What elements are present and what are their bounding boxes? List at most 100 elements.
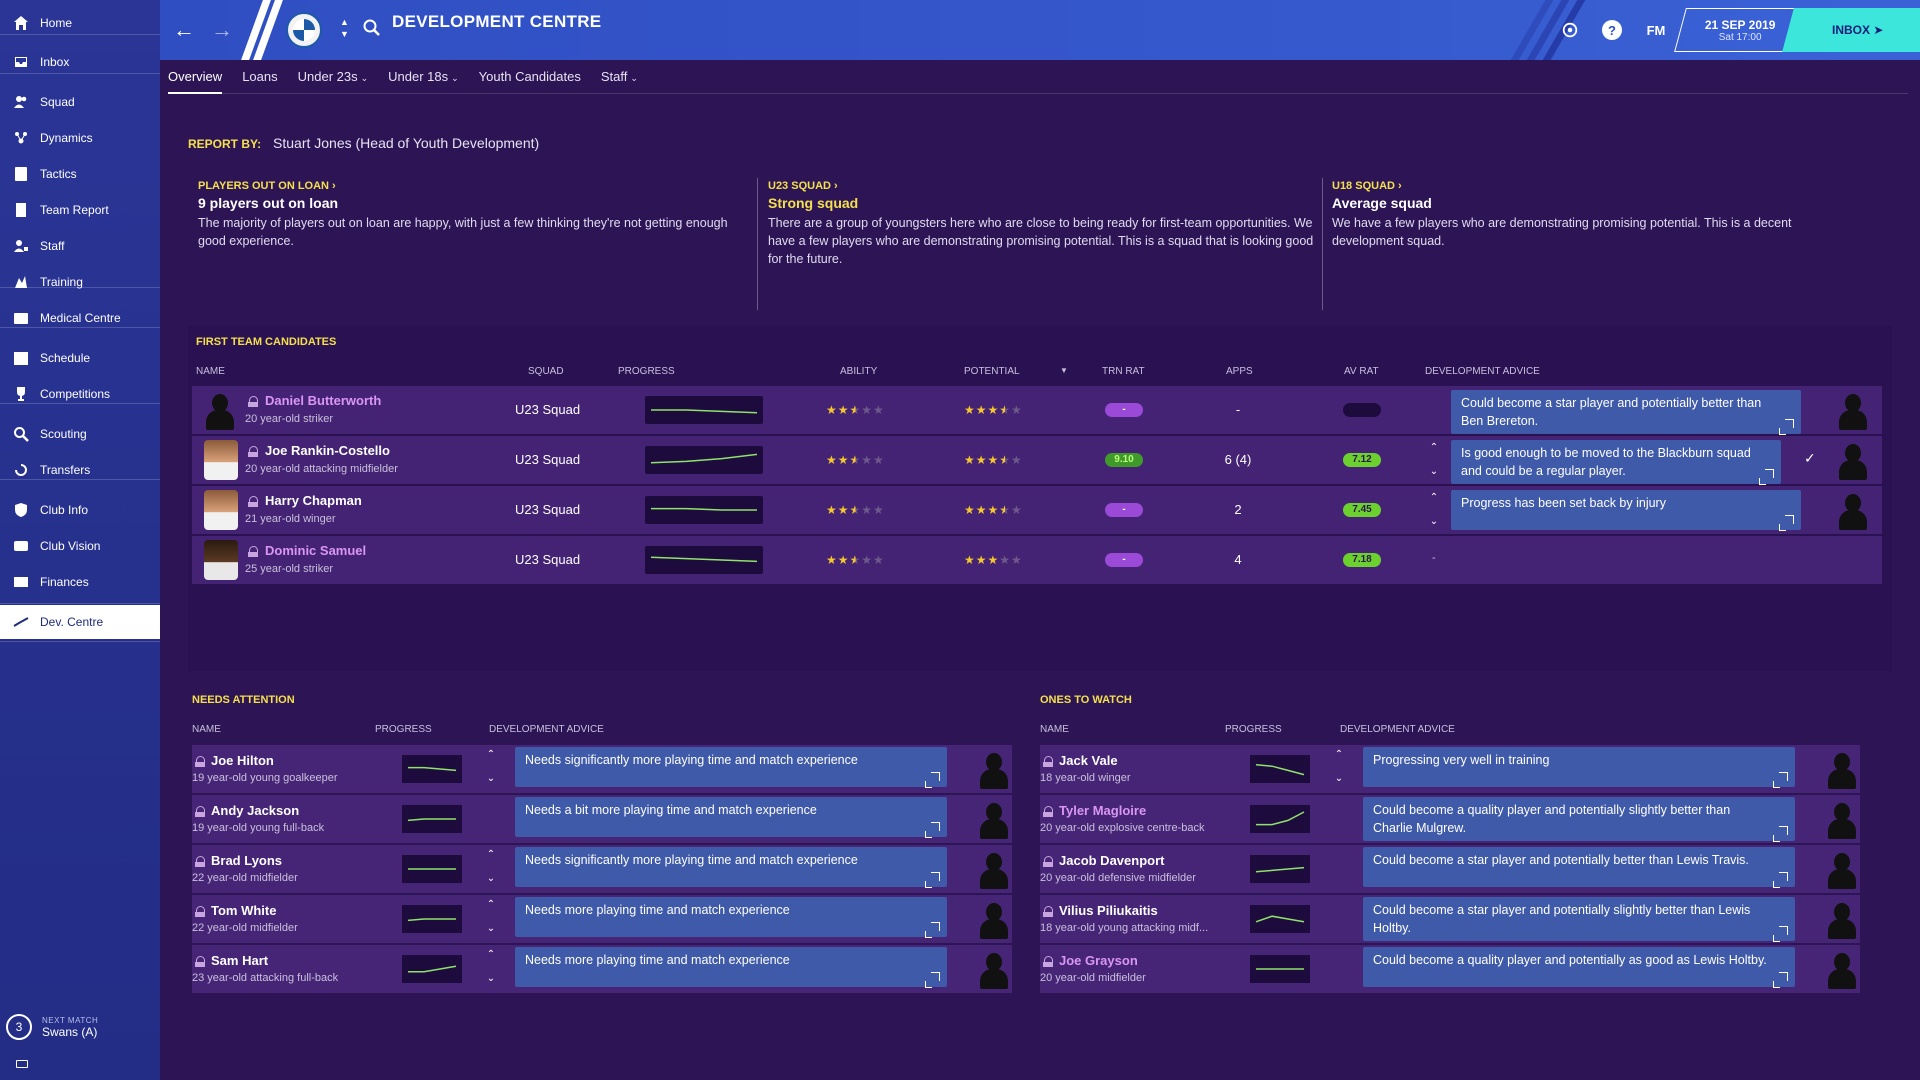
tab-overview[interactable]: Overview bbox=[168, 60, 223, 94]
club-switch-arrows-icon[interactable]: ▲ ▼ bbox=[340, 17, 349, 39]
player-name[interactable]: Joe Rankin-Costello bbox=[265, 443, 390, 458]
col-trn-rat[interactable]: TRN RAT bbox=[1102, 366, 1145, 377]
expand-icon[interactable] bbox=[1773, 826, 1788, 842]
reorder-arrows-icon[interactable]: ⌃ ⌄ bbox=[486, 899, 496, 934]
sidebar-item-transfers[interactable]: Transfers bbox=[0, 453, 160, 487]
sidebar-item-home[interactable]: Home bbox=[0, 6, 160, 40]
reorder-arrows-icon[interactable]: ⌃ ⌄ bbox=[1429, 442, 1439, 477]
player-photo[interactable] bbox=[204, 440, 238, 480]
tab-loans[interactable]: Loans bbox=[242, 60, 277, 94]
development-advice-box[interactable]: Progress has been set back by injury bbox=[1451, 490, 1801, 531]
next-match-widget[interactable]: 3 NEXT MATCH Swans (A) bbox=[6, 1010, 156, 1044]
forward-arrow-icon[interactable]: → bbox=[211, 17, 233, 42]
development-advice-box[interactable]: Progressing very well in training bbox=[1363, 747, 1795, 788]
sidebar-item-team-report[interactable]: Team Report bbox=[0, 193, 160, 227]
otw-col-development-advice[interactable]: DEVELOPMENT ADVICE bbox=[1340, 724, 1455, 735]
development-advice-box[interactable]: Needs a bit more playing time and match … bbox=[515, 797, 947, 838]
sidebar-item-training[interactable]: Training bbox=[0, 265, 160, 299]
table-row[interactable] bbox=[192, 536, 1882, 584]
loans-link[interactable]: PLAYERS OUT ON LOAN › bbox=[198, 180, 336, 192]
col-potential[interactable]: POTENTIAL bbox=[964, 366, 1020, 377]
expand-icon[interactable] bbox=[1773, 972, 1788, 988]
sidebar-item-dev-centre[interactable]: Dev. Centre bbox=[0, 605, 160, 639]
col-progress[interactable]: PROGRESS bbox=[618, 366, 675, 377]
development-advice-box[interactable]: Could become a quality player and potent… bbox=[1363, 947, 1795, 988]
col-squad[interactable]: SQUAD bbox=[528, 366, 564, 377]
development-advice-box[interactable]: Could become a star player and potential… bbox=[1363, 897, 1795, 942]
expand-icon[interactable] bbox=[1779, 515, 1794, 531]
inbox-continue-button[interactable]: INBOX ➤ bbox=[1782, 8, 1920, 52]
keyboard-icon[interactable] bbox=[16, 1060, 28, 1068]
otw-col-progress[interactable]: PROGRESS bbox=[1225, 724, 1282, 735]
expand-icon[interactable] bbox=[925, 872, 940, 888]
reorder-arrows-icon[interactable]: ⌃ ⌄ bbox=[486, 949, 496, 984]
col-name[interactable]: NAME bbox=[196, 366, 225, 377]
sidebar-item-finances[interactable]: Finances bbox=[0, 565, 160, 599]
tab-youth-candidates[interactable]: Youth Candidates bbox=[479, 60, 581, 94]
player-name[interactable]: Sam Hart bbox=[211, 953, 269, 968]
expand-icon[interactable] bbox=[1773, 772, 1788, 788]
help-icon[interactable]: ? bbox=[1602, 20, 1622, 40]
game-status-icon[interactable] bbox=[1558, 18, 1582, 42]
development-advice-box[interactable]: Needs more playing time and match experi… bbox=[515, 947, 947, 988]
sidebar-item-club-info[interactable]: Club Info bbox=[0, 493, 160, 527]
reorder-arrows-icon[interactable]: ⌃ ⌄ bbox=[1429, 492, 1439, 527]
player-name[interactable]: Tom White bbox=[211, 903, 277, 918]
development-advice-box[interactable]: Needs significantly more playing time an… bbox=[515, 747, 947, 788]
player-photo[interactable] bbox=[204, 490, 238, 530]
development-advice-box[interactable]: Could become a star player and potential… bbox=[1451, 390, 1801, 435]
sidebar-item-competitions[interactable]: Competitions bbox=[0, 377, 160, 411]
col-av-rat[interactable]: AV RAT bbox=[1344, 366, 1379, 377]
player-name[interactable]: Brad Lyons bbox=[211, 853, 283, 868]
expand-icon[interactable] bbox=[1773, 872, 1788, 888]
sidebar-item-inbox[interactable]: Inbox bbox=[0, 45, 160, 79]
player-photo[interactable] bbox=[204, 540, 238, 580]
tab-under-23s[interactable]: Under 23s ⌄ bbox=[298, 60, 369, 94]
sidebar-item-medical-centre[interactable]: Medical Centre bbox=[0, 301, 160, 335]
player-name[interactable]: Daniel Butterworth bbox=[265, 393, 382, 408]
na-col-development-advice[interactable]: DEVELOPMENT ADVICE bbox=[489, 724, 604, 735]
col-apps[interactable]: APPS bbox=[1226, 366, 1253, 377]
checkmark-icon[interactable]: ✓ bbox=[1804, 450, 1816, 466]
expand-icon[interactable] bbox=[925, 922, 940, 938]
reorder-arrows-icon[interactable]: ⌃ ⌄ bbox=[486, 849, 496, 884]
sidebar-item-scouting[interactable]: Scouting bbox=[0, 417, 160, 451]
expand-icon[interactable] bbox=[925, 822, 940, 838]
tab-staff[interactable]: Staff ⌄ bbox=[601, 60, 638, 94]
development-advice-box[interactable]: Needs significantly more playing time an… bbox=[515, 847, 947, 888]
player-name[interactable]: Harry Chapman bbox=[265, 493, 362, 508]
sidebar-item-schedule[interactable]: Schedule bbox=[0, 341, 160, 375]
sidebar-item-tactics[interactable]: Tactics bbox=[0, 157, 160, 191]
back-arrow-icon[interactable]: ← bbox=[173, 17, 195, 42]
sidebar-item-staff[interactable]: Staff bbox=[0, 229, 160, 263]
sort-descending-icon[interactable]: ▼ bbox=[1060, 366, 1068, 375]
reorder-arrows-icon[interactable]: ⌃ ⌄ bbox=[1334, 749, 1344, 784]
club-badge-icon[interactable] bbox=[286, 12, 322, 48]
player-name[interactable]: Jack Vale bbox=[1059, 753, 1118, 768]
reorder-arrows-icon[interactable]: ⌃ ⌄ bbox=[486, 749, 496, 784]
u18-squad-link[interactable]: U18 SQUAD › bbox=[1332, 180, 1402, 192]
sidebar-item-squad[interactable]: Squad bbox=[0, 85, 160, 119]
fm-menu-button[interactable]: FM bbox=[1646, 22, 1666, 38]
u23-squad-link[interactable]: U23 SQUAD › bbox=[768, 180, 838, 192]
player-name[interactable]: Joe Grayson bbox=[1059, 953, 1138, 968]
player-name[interactable]: Vilius Piliukaitis bbox=[1059, 903, 1158, 918]
na-col-name[interactable]: NAME bbox=[192, 724, 221, 735]
expand-icon[interactable] bbox=[1779, 419, 1794, 435]
expand-icon[interactable] bbox=[1759, 469, 1774, 485]
col-ability[interactable]: ABILITY bbox=[840, 366, 878, 377]
player-name[interactable]: Jacob Davenport bbox=[1059, 853, 1165, 868]
expand-icon[interactable] bbox=[925, 972, 940, 988]
player-name[interactable]: Joe Hilton bbox=[211, 753, 274, 768]
col-development-advice[interactable]: DEVELOPMENT ADVICE bbox=[1425, 366, 1540, 377]
development-advice-box[interactable]: Could become a star player and potential… bbox=[1363, 847, 1795, 888]
development-advice-box[interactable]: Is good enough to be moved to the Blackb… bbox=[1451, 440, 1781, 485]
development-advice-box[interactable]: Could become a quality player and potent… bbox=[1363, 797, 1795, 842]
sidebar-item-dynamics[interactable]: Dynamics bbox=[0, 121, 160, 155]
expand-icon[interactable] bbox=[925, 772, 940, 788]
otw-col-name[interactable]: NAME bbox=[1040, 724, 1069, 735]
player-name[interactable]: Dominic Samuel bbox=[265, 543, 367, 558]
sidebar-item-club-vision[interactable]: Club Vision bbox=[0, 529, 160, 563]
development-advice-box[interactable]: Needs more playing time and match experi… bbox=[515, 897, 947, 938]
player-name[interactable]: Tyler Magloire bbox=[1059, 803, 1147, 818]
